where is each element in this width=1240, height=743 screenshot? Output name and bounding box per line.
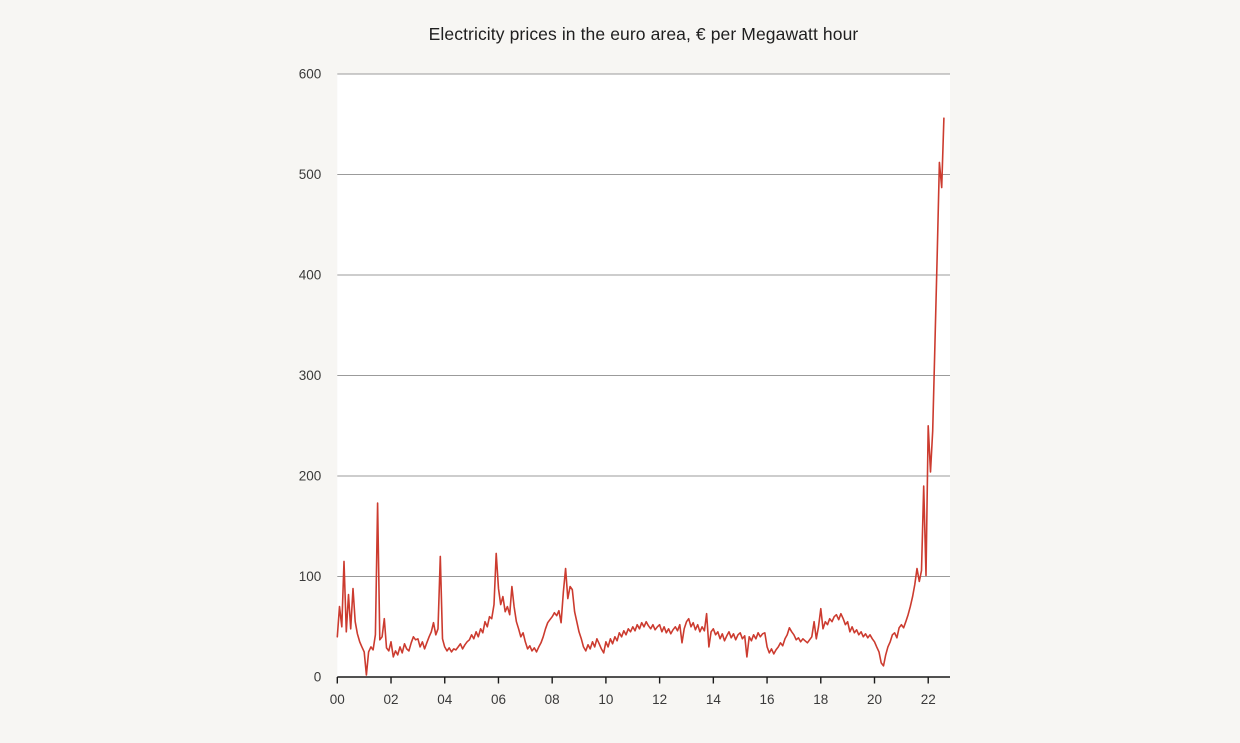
x-tick-label-06: 06 — [491, 692, 506, 707]
x-tick-label-04: 04 — [437, 692, 453, 707]
y-tick-label-0: 0 — [314, 670, 322, 685]
x-tick-label-08: 08 — [545, 692, 560, 707]
y-tick-label-400: 400 — [299, 268, 322, 283]
chart-title: Electricity prices in the euro area, € p… — [428, 24, 859, 44]
price-line — [336, 117, 945, 676]
x-tick-label-16: 16 — [760, 692, 775, 707]
x-tick-label-14: 14 — [706, 692, 722, 707]
x-tick-label-00: 00 — [330, 692, 345, 707]
y-tick-label-500: 500 — [299, 167, 322, 182]
x-tick-label-20: 20 — [867, 692, 882, 707]
x-tick-label-10: 10 — [598, 692, 613, 707]
x-tick-label-22: 22 — [921, 692, 936, 707]
y-tick-label-300: 300 — [299, 368, 322, 383]
y-tick-label-600: 600 — [299, 67, 322, 82]
x-tick-label-02: 02 — [384, 692, 399, 707]
y-tick-label-100: 100 — [299, 569, 322, 584]
x-tick-label-18: 18 — [813, 692, 828, 707]
x-tick-label-12: 12 — [652, 692, 667, 707]
y-tick-label-200: 200 — [299, 469, 322, 484]
